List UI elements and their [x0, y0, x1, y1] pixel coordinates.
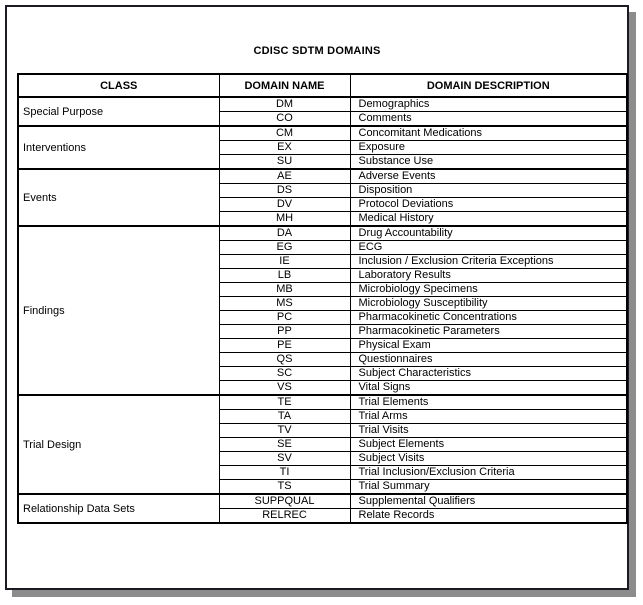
domain-name-cell: SUPPQUAL	[218, 493, 351, 509]
domain-description-cell: Trial Summary	[349, 479, 628, 495]
table-header-row: CLASS DOMAIN NAME DOMAIN DESCRIPTION	[17, 73, 628, 98]
domain-name-cell: MS	[218, 296, 351, 311]
table-row: SE Subject Elements	[18, 437, 628, 452]
domain-name-cell: CO	[218, 111, 351, 127]
domain-name-cell: RELREC	[218, 508, 351, 524]
table-row: Trial Design TE Trial Elements	[17, 394, 628, 495]
domain-name-cell: SV	[218, 451, 351, 466]
domain-description-cell: Pharmacokinetic Parameters	[349, 324, 628, 339]
domain-description-cell: Physical Exam	[349, 338, 628, 353]
domains-table: CLASS DOMAIN NAME DOMAIN DESCRIPTION Spe…	[17, 73, 628, 524]
domain-description-cell: Pharmacokinetic Concentrations	[349, 310, 628, 325]
table-row: IE Inclusion / Exclusion Criteria Excepti…	[18, 254, 628, 269]
class-cell: Trial Design	[17, 394, 220, 495]
domain-description-cell: Demographics	[349, 96, 628, 112]
domain-description-cell: Subject Visits	[349, 451, 628, 466]
table-row: DS Disposition	[18, 183, 628, 198]
domain-name-cell: DS	[218, 183, 351, 198]
table-row: PC Pharmacokinetic Concentrations	[18, 310, 628, 325]
domain-name-cell: TS	[218, 479, 351, 495]
table-row: Relationship Data Sets SUPPQUAL Supplement…	[17, 493, 628, 524]
domain-name-cell: SE	[218, 437, 351, 452]
domain-description-cell: Comments	[349, 111, 628, 127]
domain-description-cell: Subject Characteristics	[349, 366, 628, 381]
domain-description-cell: ECG	[349, 240, 628, 255]
table-row: EX Exposure	[18, 140, 628, 155]
domain-name-cell: PP	[218, 324, 351, 339]
class-cell: Events	[17, 168, 220, 227]
domain-name-cell: TV	[218, 423, 351, 438]
class-cell: Findings	[17, 225, 220, 396]
domain-name-cell: DV	[218, 197, 351, 212]
domain-name-cell: PC	[218, 310, 351, 325]
domain-name-cell: TE	[218, 394, 351, 410]
domain-name-cell: PE	[218, 338, 351, 353]
domain-description-cell: Vital Signs	[349, 380, 628, 396]
domain-description-cell: Adverse Events	[349, 168, 628, 184]
table-row: TV Trial Visits	[18, 423, 628, 438]
document-page: CDISC SDTM DOMAINS CLASS DOMAIN NAME DOM…	[5, 5, 629, 590]
table-row: TA Trial Arms	[18, 409, 628, 424]
domain-name-cell: SC	[218, 366, 351, 381]
domain-name-cell: EX	[218, 140, 351, 155]
table-row: SC Subject Characteristics	[18, 366, 628, 381]
domain-name-cell: TA	[218, 409, 351, 424]
table-row: Special Purpose DM Demographics	[17, 96, 628, 127]
domain-description-cell: Substance Use	[349, 154, 628, 170]
page-title: CDISC SDTM DOMAINS	[253, 45, 381, 57]
domain-name-cell: TI	[218, 465, 351, 480]
domain-description-cell: Trial Elements	[349, 394, 628, 410]
domain-name-cell: MH	[218, 211, 351, 227]
domain-description-cell: Exposure	[349, 140, 628, 155]
domain-name-cell: VS	[218, 380, 351, 396]
domain-description-cell: Inclusion / Exclusion Criteria Exception…	[349, 254, 628, 269]
domain-description-cell: Microbiology Susceptibility	[349, 296, 628, 311]
class-cell: Special Purpose	[17, 96, 220, 127]
domain-name-cell: AE	[218, 168, 351, 184]
table-row: Interventions CM Concomitant Medications	[17, 125, 628, 170]
domain-description-cell: Medical History	[349, 211, 628, 227]
domain-description-cell: Subject Elements	[349, 437, 628, 452]
domain-name-cell: CM	[218, 125, 351, 141]
domain-description-cell: Trial Inclusion/Exclusion Criteria	[349, 465, 628, 480]
table-row: RELREC Relate Records	[18, 508, 628, 524]
domain-name-cell: QS	[218, 352, 351, 367]
domain-name-cell: DA	[218, 225, 351, 241]
class-cell: Relationship Data Sets	[17, 493, 220, 524]
table-row: Findings DA Drug Accountability	[17, 225, 628, 396]
domain-name-cell: IE	[218, 254, 351, 269]
column-header-domain-description: DOMAIN DESCRIPTION	[349, 73, 628, 98]
domain-description-cell: Protocol Deviations	[349, 197, 628, 212]
table-row: MH Medical History	[18, 211, 628, 227]
domain-description-cell: Trial Arms	[349, 409, 628, 424]
domain-name-cell: EG	[218, 240, 351, 255]
table-row: Events AE Adverse Events	[17, 168, 628, 227]
domain-description-cell: Disposition	[349, 183, 628, 198]
column-header-domain-name: DOMAIN NAME	[218, 73, 351, 98]
column-header-class: CLASS	[17, 73, 220, 98]
domain-description-cell: Drug Accountability	[349, 225, 628, 241]
table-row: DV Protocol Deviations	[18, 197, 628, 212]
domain-description-cell: Relate Records	[349, 508, 628, 524]
table-row: MS Microbiology Susceptibility	[18, 296, 628, 311]
domain-name-cell: DM	[218, 96, 351, 112]
table-row: TI Trial Inclusion/Exclusion Criteria	[18, 465, 628, 480]
domain-name-cell: MB	[218, 282, 351, 297]
domain-name-cell: LB	[218, 268, 351, 283]
domain-description-cell: Supplemental Qualifiers	[349, 493, 628, 509]
domain-description-cell: Concomitant Medications	[349, 125, 628, 141]
domain-description-cell: Questionnaires	[349, 352, 628, 367]
table-row: TS Trial Summary	[18, 479, 628, 495]
domain-description-cell: Trial Visits	[349, 423, 628, 438]
class-cell: Interventions	[17, 125, 220, 170]
domain-description-cell: Laboratory Results	[349, 268, 628, 283]
domain-description-cell: Microbiology Specimens	[349, 282, 628, 297]
domain-name-cell: SU	[218, 154, 351, 170]
